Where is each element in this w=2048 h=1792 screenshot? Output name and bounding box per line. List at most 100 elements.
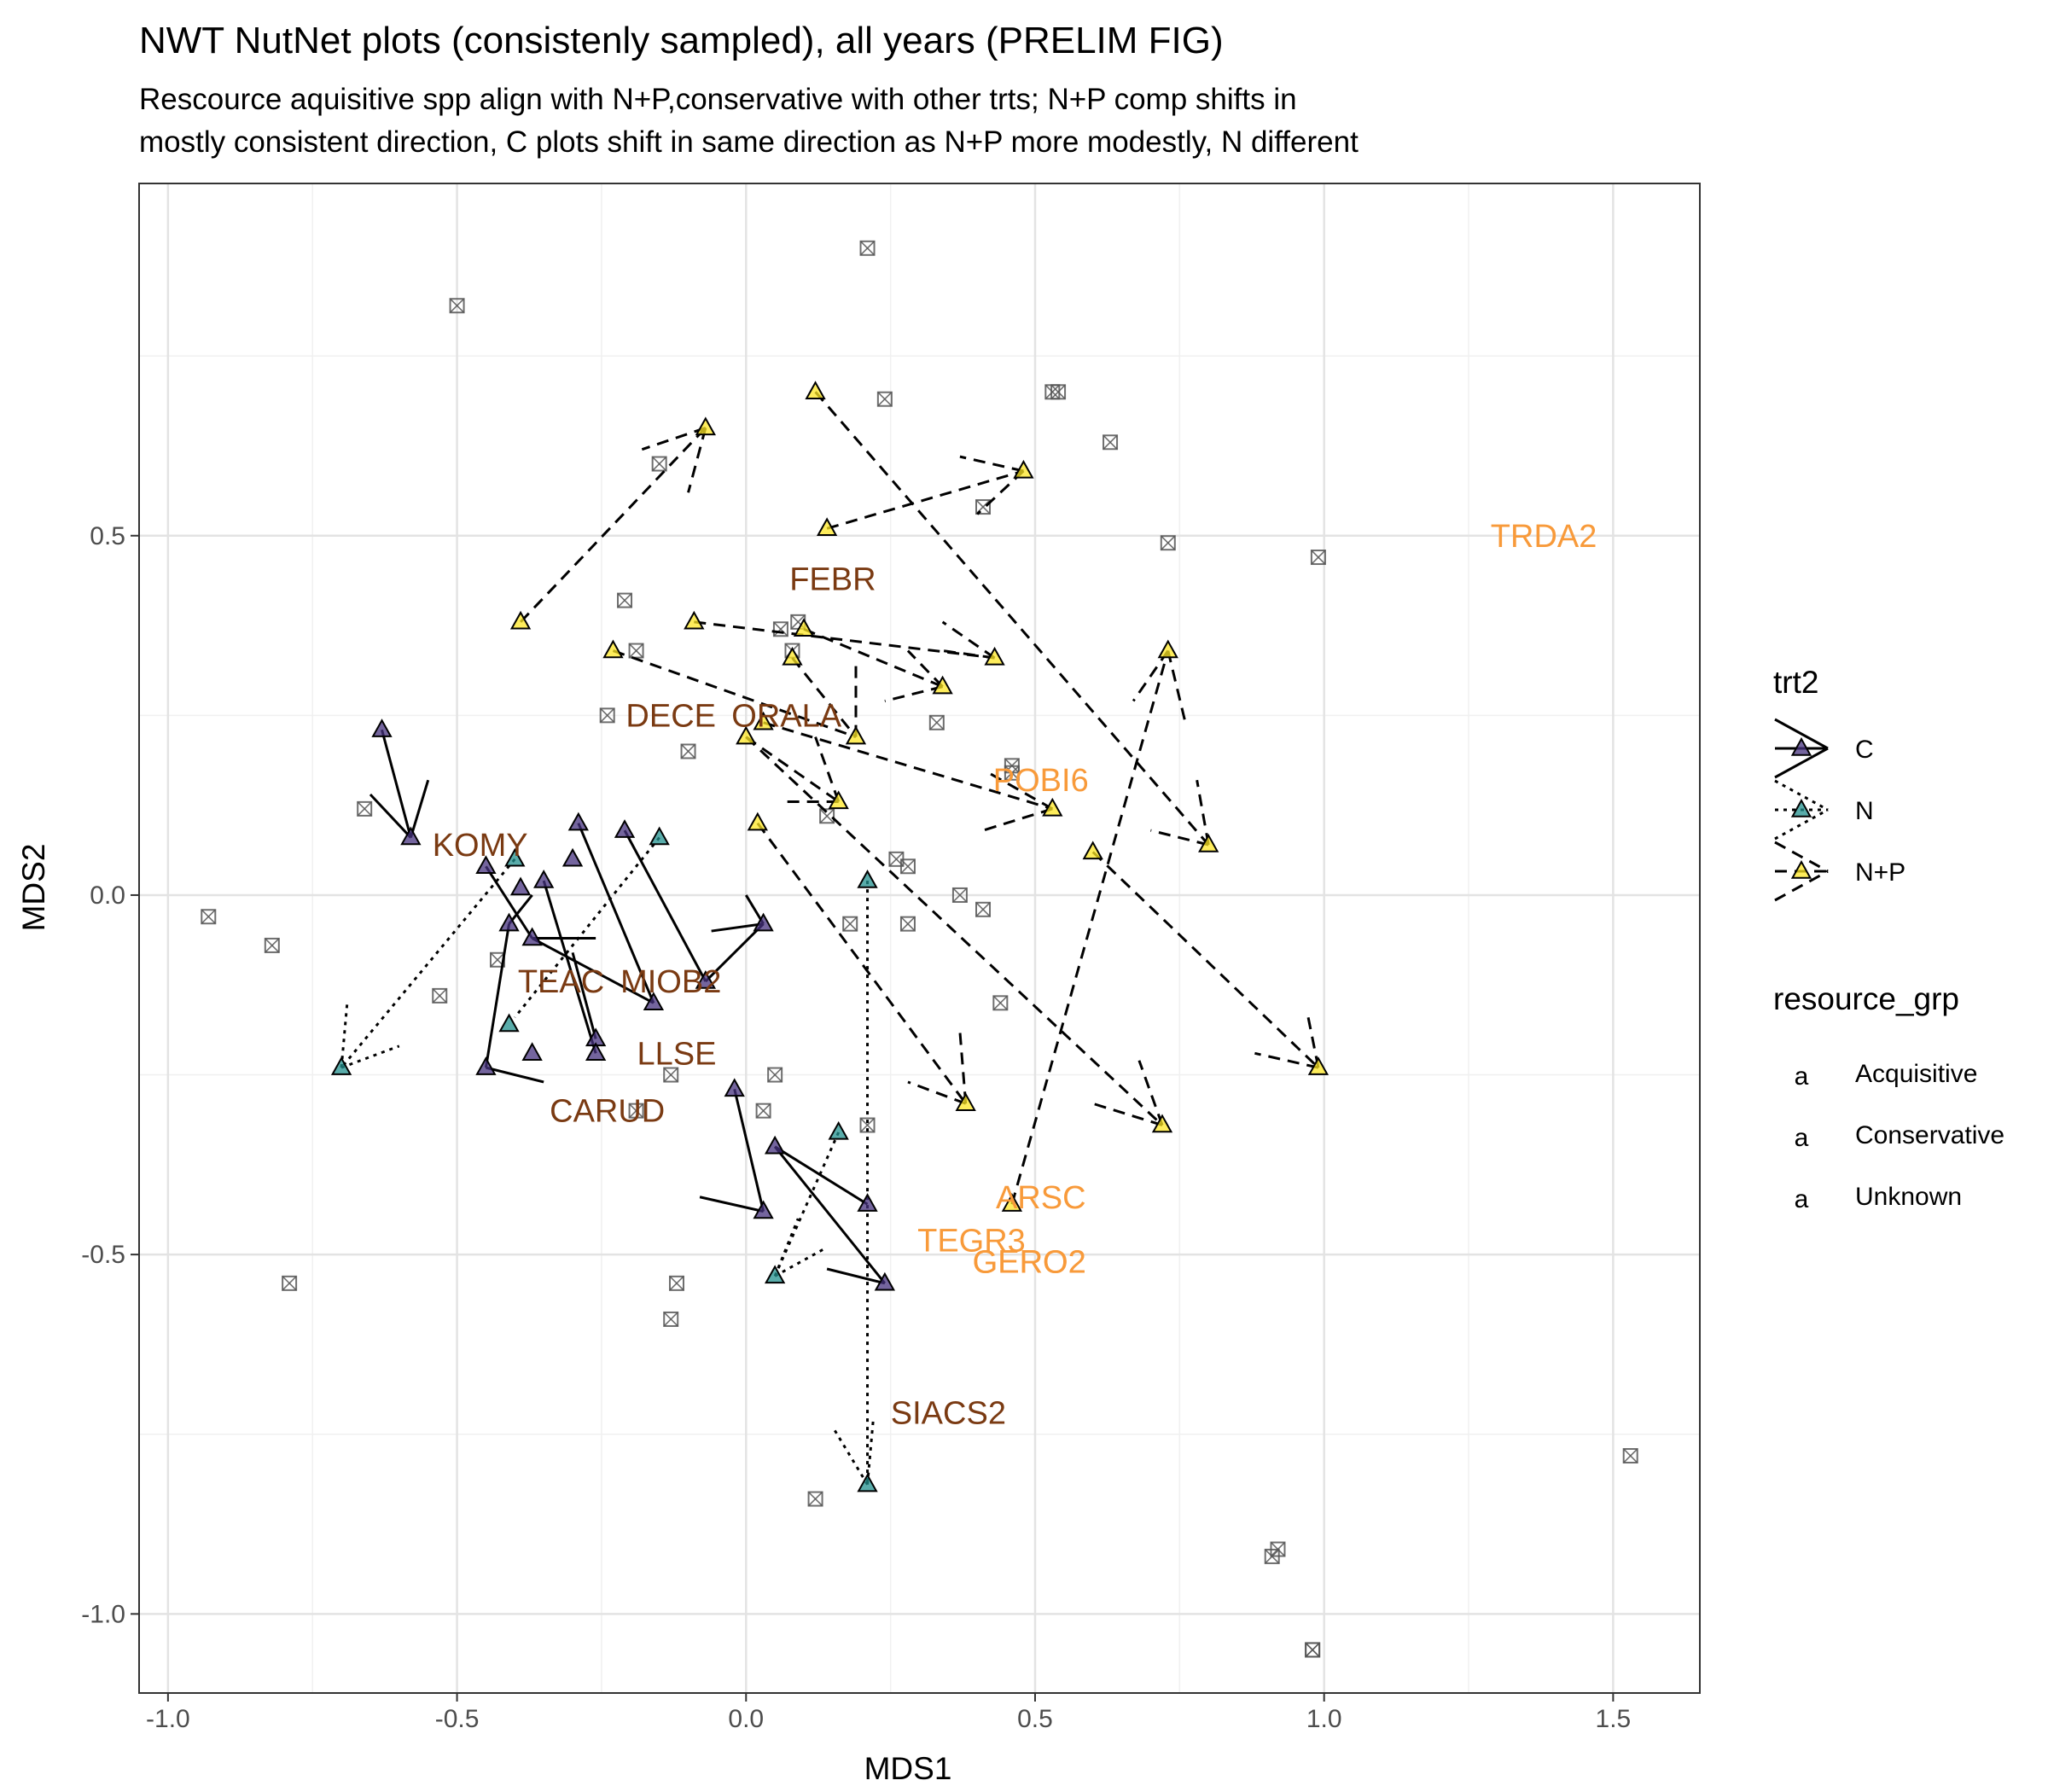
trajectory-npp [1254,1051,1319,1069]
trajectory-c [486,1066,544,1084]
plot-point-cross [282,1276,297,1291]
endpoint-c [695,969,717,989]
y-tick-label: 0.0 [90,881,125,910]
plot-point-square [975,901,992,917]
plot-point-cross [201,909,216,924]
plot-point-square [859,240,876,256]
trajectory-npp [612,649,857,739]
species-label: ORALA [731,698,841,734]
plot-point-cross [808,1491,823,1507]
endpoint-npp [1307,1056,1329,1075]
endpoint-npp [955,1092,976,1111]
trajectory-npp [1167,650,1187,724]
trajectory-npp [884,685,943,702]
species-label: ARSC [996,1180,1086,1216]
endpoint-npp [736,725,757,745]
species-label: SIACS2 [891,1395,1006,1431]
plot-point-cross [756,1103,771,1119]
trajectory-c [704,922,765,983]
endpoint-npp [984,646,1005,666]
plot-point-square [617,592,633,608]
plot-point [201,909,217,925]
plot-point-cross [432,988,447,1004]
plot-point-cross [629,643,644,659]
trajectory-c [699,1196,764,1213]
legend-label: C [1855,736,1874,764]
trajectory-c [484,923,511,1068]
trajectory-npp [907,1080,967,1105]
plot-point-cross [767,1067,783,1083]
plot-point-cross [490,952,505,968]
plot-point-cross [1161,535,1176,550]
plot-point [876,391,893,407]
plot-point-square [819,808,835,824]
endpoint-npp [816,517,838,537]
plot-point [772,621,788,637]
plot-point-cross [1623,1448,1638,1463]
endpoint-c [585,1042,607,1061]
x-tick-label: 1.0 [1306,1705,1342,1733]
endpoint-npp [509,610,532,630]
plot-point-cross [790,614,806,630]
plot-point-square [859,1117,876,1133]
trajectory-c [508,894,533,925]
x-tick-label: -0.5 [435,1705,480,1733]
trajectory-n [340,1003,349,1068]
plot-point-cross [929,715,945,730]
endpoint-npp [782,646,803,666]
x-tick-label: -1.0 [146,1705,190,1733]
endpoint-c [857,1193,878,1212]
trajectory-c [409,779,430,838]
legend-triangle [1790,736,1812,756]
trajectory-n [774,1246,828,1277]
plot-point [1004,765,1020,781]
plot-point-cross [975,902,991,917]
trajectory-c [773,1145,887,1284]
endpoint-c [475,855,497,874]
chart-subtitle-line-1: Rescource aquisitive spp align with N+P,… [139,83,1297,116]
plot-point [859,240,876,256]
plot-point [992,995,1009,1011]
x-tick-label: 0.5 [1017,1705,1053,1733]
trajectory-c [623,829,707,982]
endpoint-npp [695,416,717,436]
plot-point [755,1103,771,1119]
plot-point-cross [1305,1642,1320,1658]
trajectory-npp [791,657,858,738]
species-label: DECE [625,698,716,734]
plot-point-cross [842,916,858,932]
legend-label: N [1855,797,1874,825]
trajectory-npp [520,427,707,623]
legend-arrowhead [1774,808,1829,841]
legend-key-acquisitive: a [1795,1062,1809,1091]
endpoint-n [857,870,878,888]
plot-point [899,916,916,932]
endpoint-npp [1157,639,1178,659]
species-label: MIOB2 [620,964,721,1000]
plot-point [1270,1541,1286,1557]
endpoint-npp [1198,833,1219,852]
trajectory-npp [988,771,1054,811]
trajectory-c [733,1089,765,1212]
plot-point-square [680,743,696,759]
plot-point-square [651,456,667,472]
plot-point-square [1160,535,1176,551]
endpoint-npp [602,639,624,659]
plot-point [628,643,644,659]
trajectory-npp [1132,649,1170,702]
plot-point [1103,434,1119,451]
endpoint-npp [1001,1193,1023,1212]
plot-point-square [928,714,945,730]
legend-key-npp [1774,841,1829,902]
x-tick-label: 0.0 [728,1705,764,1733]
endpoint-npp [828,790,849,810]
plot-point [680,743,696,759]
plot-point-square [432,987,448,1004]
plot-point-cross [1004,765,1020,781]
legend-label: N+P [1855,858,1905,887]
legend-triangle [1790,859,1812,879]
legend-label: Acquisitive [1855,1060,1977,1088]
plot-point-square [975,499,992,515]
endpoint-c [498,912,520,932]
panel-border [138,183,1701,1694]
